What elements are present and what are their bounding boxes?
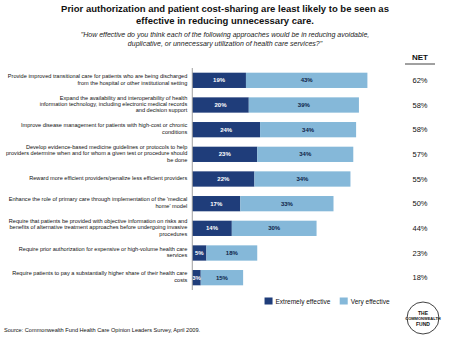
text-line: conditions bbox=[162, 129, 187, 135]
title: Prior authorization and patient cost-sha… bbox=[61, 3, 389, 26]
data-label: 33% bbox=[281, 201, 294, 207]
data-label: 34% bbox=[299, 151, 312, 157]
data-label: 5% bbox=[195, 250, 204, 256]
net-value: 55% bbox=[412, 175, 427, 184]
data-label: 39% bbox=[298, 102, 311, 108]
bar bbox=[192, 97, 248, 112]
data-label: 14% bbox=[206, 225, 219, 231]
category-label: Develop evidence-based medicine guidelin… bbox=[6, 144, 187, 163]
category-label: Require that patients be provided with o… bbox=[9, 218, 188, 237]
text-line: Reward more efficient providers/penalize… bbox=[29, 175, 187, 181]
bar bbox=[192, 270, 200, 285]
bar bbox=[257, 147, 353, 162]
legend-swatch bbox=[340, 298, 348, 305]
category-label: Enhance the role of primary care through… bbox=[9, 197, 188, 209]
bar bbox=[240, 196, 333, 211]
text-line: Provide improved transitional care for p… bbox=[8, 74, 187, 80]
legend-swatch bbox=[265, 298, 273, 305]
text-line: be done bbox=[167, 157, 187, 163]
text-line: Prior authorization and patient cost-sha… bbox=[61, 3, 389, 14]
logo: THECOMMONWEALTHFUND bbox=[405, 302, 441, 334]
text-line: Enhance the role of primary care through… bbox=[9, 197, 188, 203]
net-header: NET bbox=[412, 53, 428, 62]
bar bbox=[232, 221, 317, 236]
net-value: 62% bbox=[412, 76, 427, 85]
text-line: information technology, including electr… bbox=[40, 101, 188, 107]
text-line: Require that patients be provided with o… bbox=[9, 218, 187, 224]
category-label: Expand the availability and interoperabi… bbox=[40, 95, 188, 114]
bar bbox=[192, 122, 260, 137]
net-value: 58% bbox=[412, 125, 427, 134]
text-line: costs bbox=[174, 277, 187, 283]
category-label: Reward more efficient providers/penalize… bbox=[29, 175, 187, 181]
data-label: 43% bbox=[301, 77, 314, 83]
data-label: 20% bbox=[215, 102, 228, 108]
subtitle: "How effective do you think each of the … bbox=[81, 31, 370, 48]
bar bbox=[192, 245, 206, 260]
legend: Extremely effective Very effective bbox=[265, 298, 390, 306]
data-label: 34% bbox=[302, 127, 315, 133]
bar bbox=[192, 147, 257, 162]
net-value: 58% bbox=[412, 101, 427, 110]
data-label: 22% bbox=[217, 176, 230, 182]
bar bbox=[260, 122, 356, 137]
category-labels: Provide improved transitional care for p… bbox=[6, 74, 188, 284]
text-line: Expand the availability and interoperabi… bbox=[60, 95, 188, 101]
text-line: Require patients to pay a substantially … bbox=[12, 271, 187, 277]
net-value: 50% bbox=[412, 199, 427, 208]
text-line: Improve disease management for patients … bbox=[21, 123, 188, 129]
text-line: from the hospital or other institutional… bbox=[78, 80, 188, 86]
data-label: 24% bbox=[220, 127, 233, 133]
net-value: 57% bbox=[412, 150, 427, 159]
bar bbox=[254, 171, 350, 186]
y-axis-line bbox=[192, 68, 193, 290]
source: Source: Commonwealth Fund Health Care Op… bbox=[4, 327, 201, 333]
logo-text: FUND bbox=[416, 321, 430, 327]
text-line: benefits of alternative treatment approa… bbox=[9, 225, 187, 231]
data-label: 19% bbox=[213, 77, 226, 83]
text-line: Require prior authorization for expensiv… bbox=[19, 246, 188, 252]
chart: Prior authorization and patient cost-sha… bbox=[0, 0, 450, 338]
bar bbox=[246, 73, 367, 88]
net-value: 23% bbox=[412, 249, 427, 258]
data-labels: 19% 20% 24% 23% 22% 17% 14% 5% 3% 43% 39% 34% 34% 34%… bbox=[192, 77, 315, 280]
data-label: 17% bbox=[210, 201, 223, 207]
bar bbox=[192, 73, 246, 88]
text-line: providers determine when and for whom a … bbox=[6, 151, 187, 157]
bar bbox=[192, 221, 232, 236]
bar bbox=[206, 245, 257, 260]
bar bbox=[249, 97, 359, 112]
data-label: 18% bbox=[226, 250, 239, 256]
data-label: 30% bbox=[268, 225, 281, 231]
category-label: Provide improved transitional care for p… bbox=[8, 74, 187, 86]
text-line: Develop evidence-based medicine guidelin… bbox=[26, 144, 187, 150]
text-line: "How effective do you think each of the … bbox=[81, 31, 370, 39]
data-label: 3% bbox=[192, 275, 201, 281]
category-label: Require prior authorization for expensiv… bbox=[19, 246, 188, 258]
text-line: effective in reducing unnecessary care. bbox=[136, 15, 314, 26]
net-value: 44% bbox=[412, 224, 427, 233]
bar bbox=[192, 171, 254, 186]
legend-label: Very effective bbox=[351, 298, 390, 306]
bar bbox=[192, 196, 240, 211]
bars bbox=[192, 73, 367, 286]
category-label: Improve disease management for patients … bbox=[21, 123, 188, 135]
bar bbox=[201, 270, 243, 285]
text-line: home' model bbox=[155, 203, 187, 209]
legend-label: Extremely effective bbox=[276, 298, 331, 306]
data-label: 15% bbox=[216, 275, 229, 281]
text-line: and decision support bbox=[136, 108, 188, 114]
data-label: 23% bbox=[219, 151, 232, 157]
net-value: 18% bbox=[412, 273, 427, 282]
text-line: procedures bbox=[159, 231, 187, 237]
text-line: services bbox=[167, 253, 188, 259]
category-label: Require patients to pay a substantially … bbox=[12, 271, 187, 283]
text-line: duplicative, or unnecessary utilization … bbox=[128, 40, 323, 48]
net-rule bbox=[405, 64, 435, 65]
data-label: 34% bbox=[296, 176, 309, 182]
